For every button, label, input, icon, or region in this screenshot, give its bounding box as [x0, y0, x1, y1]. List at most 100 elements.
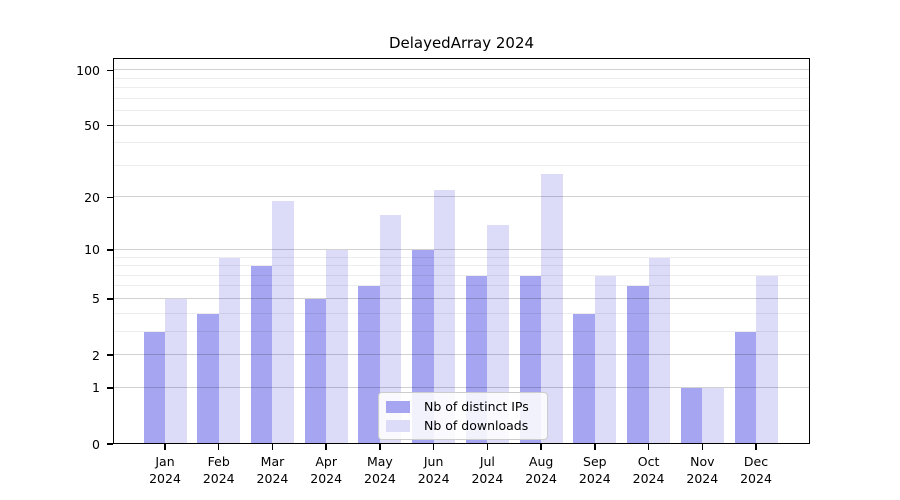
- gridline-9: [113, 256, 810, 258]
- bar-nb-of-downloads-jun: [433, 190, 456, 444]
- gridline-10: [113, 248, 810, 250]
- year-label: 2024: [578, 471, 611, 486]
- y-tick-100: [106, 69, 113, 71]
- x-tick-label-jun: Jun 2024: [404, 453, 464, 487]
- y-tick-label-0: 0: [92, 436, 100, 452]
- bar-nb-of-downloads-feb: [218, 257, 241, 444]
- gridline-2: [113, 354, 810, 356]
- year-label: 2024: [686, 471, 719, 486]
- gridline-40: [113, 142, 810, 144]
- bar-nb-of-distinct-ips-nov: [680, 387, 703, 444]
- x-tick-may: [379, 444, 381, 450]
- x-tick-dec: [755, 444, 757, 450]
- x-tick-label-jul: Jul 2024: [457, 453, 517, 487]
- bar-nb-of-downloads-dec: [756, 275, 778, 444]
- bar-nb-of-distinct-ips-sep: [573, 313, 595, 444]
- legend-swatch-nb-of-downloads: [386, 419, 410, 432]
- x-tick-mar: [271, 444, 274, 450]
- gridline-60: [113, 110, 810, 112]
- month-label: Nov: [690, 454, 715, 469]
- y-tick-label-50: 50: [84, 118, 100, 134]
- x-tick-jun: [432, 444, 435, 450]
- x-tick-nov: [701, 444, 704, 450]
- gridline-4: [113, 312, 810, 314]
- bar-nb-of-distinct-ips-jan: [143, 331, 165, 444]
- bar-nb-of-distinct-ips-mar: [250, 266, 273, 444]
- year-label: 2024: [417, 471, 450, 486]
- month-label: Mar: [260, 454, 285, 469]
- bar-nb-of-downloads-aug: [541, 174, 563, 444]
- x-tick-feb: [217, 444, 220, 450]
- y-tick-label-2: 2: [92, 347, 100, 363]
- x-tick-oct: [647, 444, 650, 450]
- legend-item-nb-of-downloads: Nb of downloads: [386, 417, 539, 434]
- bar-nb-of-distinct-ips-oct: [627, 286, 649, 444]
- x-tick-label-may: May 2024: [350, 453, 410, 487]
- legend-label: Nb of downloads: [424, 418, 529, 433]
- gridline-50: [113, 124, 810, 126]
- y-tick-label-10: 10: [84, 242, 100, 258]
- x-tick-jul: [486, 444, 489, 450]
- gridline-3: [113, 330, 810, 332]
- gridline-100: [113, 69, 810, 71]
- year-label: 2024: [632, 471, 665, 486]
- bar-nb-of-distinct-ips-apr: [304, 298, 327, 444]
- month-label: Oct: [637, 454, 660, 469]
- x-tick-jan: [164, 444, 166, 450]
- x-tick-label-jan: Jan 2024: [135, 453, 195, 487]
- y-tick-label-5: 5: [92, 291, 100, 307]
- gridline-8: [113, 265, 810, 267]
- year-label: 2024: [740, 471, 772, 486]
- y-tick-10: [106, 249, 113, 251]
- gridline-80: [113, 87, 810, 89]
- plot-area: Nb of distinct IPs Nb of downloads: [113, 58, 810, 444]
- gridline-70: [113, 97, 810, 99]
- y-tick-1: [106, 387, 113, 389]
- bar-nb-of-distinct-ips-may: [358, 286, 380, 444]
- gridline-7: [113, 274, 810, 276]
- x-tick-aug: [540, 444, 542, 450]
- x-tick-label-nov: Nov 2024: [672, 453, 732, 487]
- gridline-90: [113, 77, 810, 79]
- month-label: Dec: [743, 454, 769, 469]
- x-tick-label-sep: Sep 2024: [565, 453, 625, 487]
- x-tick-label-aug: Aug 2024: [511, 453, 571, 487]
- y-tick-label-1: 1: [92, 380, 100, 396]
- month-label: Apr: [315, 454, 337, 469]
- y-tick-2: [106, 354, 113, 356]
- bar-nb-of-downloads-may: [379, 214, 402, 444]
- legend-swatch-nb-of-distinct-ips: [386, 400, 410, 413]
- gridline-6: [113, 285, 810, 287]
- y-axis: 0 1 2 5 10 20 50 100: [0, 58, 113, 452]
- chart-title: DelayedArray 2024: [388, 34, 535, 52]
- month-label: Jul: [479, 454, 495, 469]
- grid-layer: [113, 58, 810, 444]
- legend-item-nb-of-distinct-ips: Nb of distinct IPs: [386, 398, 539, 415]
- year-label: 2024: [471, 471, 504, 486]
- bar-nb-of-downloads-jul: [487, 224, 509, 444]
- month-label: Aug: [528, 454, 554, 469]
- x-tick-label-apr: Apr 2024: [296, 453, 356, 487]
- y-tick-label-100: 100: [76, 62, 100, 78]
- year-label: 2024: [202, 471, 235, 486]
- legend: Nb of distinct IPs Nb of downloads: [378, 392, 548, 440]
- x-tick-label-oct: Oct 2024: [619, 453, 679, 487]
- x-tick-sep: [594, 444, 596, 450]
- month-label: Feb: [207, 454, 230, 469]
- x-tick-label-mar: Mar 2024: [242, 453, 302, 487]
- bar-nb-of-downloads-oct: [648, 257, 671, 444]
- gridline-5: [113, 297, 810, 299]
- bar-nb-of-downloads-jan: [165, 298, 187, 444]
- bar-nb-of-distinct-ips-dec: [734, 331, 757, 444]
- year-label: 2024: [256, 471, 289, 486]
- bar-nb-of-downloads-nov: [702, 387, 724, 444]
- x-axis: Jan 2024 Feb 2024 Mar 2024 Apr 2024 May 2024 Jun 20…: [113, 444, 810, 496]
- x-tick-label-feb: Feb 2024: [189, 453, 249, 487]
- month-label: May: [366, 454, 393, 469]
- year-label: 2024: [149, 471, 181, 486]
- x-tick-apr: [325, 444, 327, 450]
- y-tick-0: [106, 443, 113, 445]
- bar-nb-of-downloads-apr: [326, 249, 348, 444]
- y-tick-label-20: 20: [84, 189, 100, 205]
